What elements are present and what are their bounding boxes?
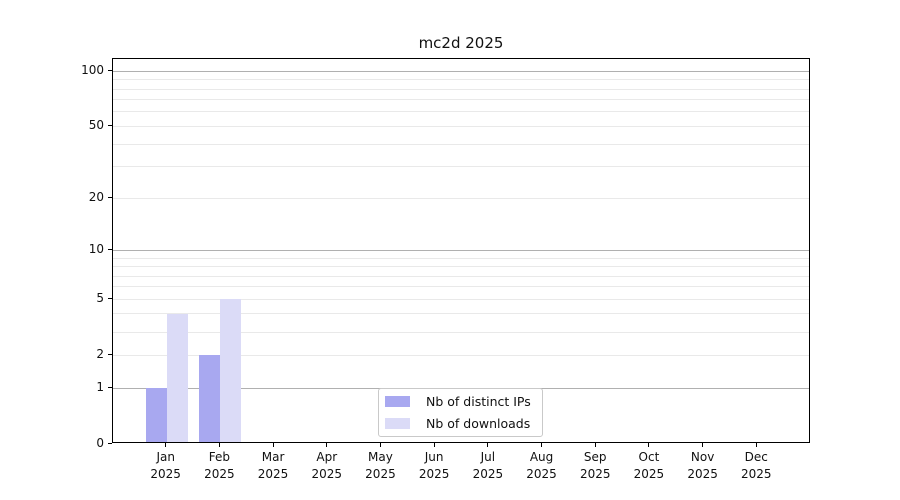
y-tick-label: 2 bbox=[96, 347, 104, 362]
x-tick-label: Dec 2025 bbox=[741, 450, 772, 481]
gridline bbox=[113, 249, 809, 251]
legend-swatch-downloads-icon bbox=[385, 418, 410, 429]
gridline bbox=[113, 111, 809, 113]
gridline bbox=[113, 266, 809, 267]
bars-layer bbox=[113, 59, 809, 442]
gridline bbox=[113, 257, 809, 259]
x-tick-label: May 2025 bbox=[365, 450, 396, 481]
gridline bbox=[113, 331, 809, 333]
gridline bbox=[113, 88, 809, 90]
x-tick-mark bbox=[379, 443, 381, 447]
y-tick-label: 5 bbox=[96, 291, 104, 306]
bar-distinct-ips bbox=[199, 355, 221, 442]
legend-label-downloads: Nb of downloads bbox=[426, 416, 531, 431]
gridline bbox=[113, 275, 809, 277]
y-tick-label: 50 bbox=[88, 118, 104, 133]
x-tick-mark bbox=[755, 443, 757, 447]
x-tick-label: Jul 2025 bbox=[472, 450, 504, 481]
legend-item-distinct-ips: Nb of distinct IPs bbox=[385, 392, 542, 411]
x-tick-mark bbox=[218, 443, 220, 447]
gridline bbox=[113, 99, 809, 101]
x-tick-mark bbox=[541, 443, 543, 447]
x-tick-label: Mar 2025 bbox=[257, 450, 289, 481]
x-tick-mark bbox=[702, 443, 704, 447]
x-tick-mark bbox=[433, 443, 435, 447]
x-tick-mark bbox=[487, 443, 489, 447]
x-tick-mark bbox=[648, 443, 650, 447]
bar-downloads bbox=[220, 299, 242, 442]
legend-swatch-distinct-ips-icon bbox=[385, 396, 410, 407]
gridline bbox=[113, 298, 809, 300]
x-tick-mark bbox=[594, 443, 596, 447]
gridline bbox=[113, 286, 809, 288]
y-tick-label: 10 bbox=[88, 242, 104, 257]
y-tick-label: 100 bbox=[81, 63, 104, 78]
x-tick-label: Apr 2025 bbox=[311, 450, 343, 481]
legend: Nb of distinct IPs Nb of downloads bbox=[378, 388, 543, 437]
gridline bbox=[113, 197, 809, 199]
gridline bbox=[113, 166, 809, 168]
bar-downloads bbox=[166, 313, 188, 442]
x-tick-label: Jan 2025 bbox=[150, 450, 181, 481]
gridline bbox=[113, 79, 809, 81]
x-tick-mark bbox=[326, 443, 328, 447]
gridline bbox=[113, 313, 809, 315]
x-tick-label: Jun 2025 bbox=[418, 450, 450, 481]
x-tick-mark bbox=[272, 443, 274, 447]
legend-label-distinct-ips: Nb of distinct IPs bbox=[426, 394, 531, 409]
x-tick-label: Feb 2025 bbox=[204, 450, 235, 481]
y-tick-label: 20 bbox=[88, 190, 104, 205]
gridline bbox=[113, 125, 809, 127]
x-tick-label: Aug 2025 bbox=[526, 450, 557, 481]
plot-area bbox=[112, 58, 810, 443]
x-tick-label: Sep 2025 bbox=[579, 450, 611, 481]
x-tick-label: Oct 2025 bbox=[633, 450, 665, 481]
x-tick-mark bbox=[165, 443, 167, 447]
gridline bbox=[113, 70, 809, 72]
bar-distinct-ips bbox=[145, 388, 167, 442]
x-tick-label: Nov 2025 bbox=[687, 450, 718, 481]
gridline bbox=[113, 143, 809, 145]
y-tick-label: 1 bbox=[96, 380, 104, 394]
gridline bbox=[113, 354, 809, 356]
y-tick-label: 0 bbox=[96, 436, 104, 450]
legend-item-downloads: Nb of downloads bbox=[385, 414, 542, 433]
chart-title: mc2d 2025 bbox=[418, 34, 504, 52]
